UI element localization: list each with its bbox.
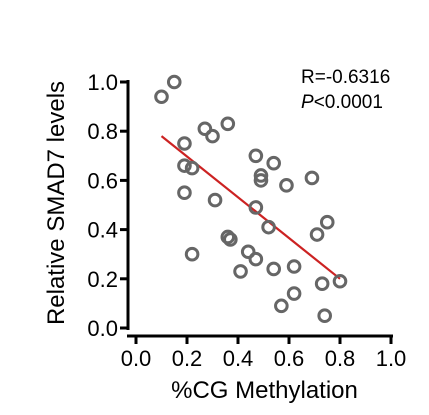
data-point — [177, 158, 192, 173]
data-point — [223, 232, 238, 247]
x-tick-label: 0.0 — [121, 346, 152, 371]
y-tick-label: 0.2 — [87, 267, 118, 292]
data-point — [177, 136, 192, 151]
p-value-annotation: P<0.0001 — [301, 92, 383, 113]
data-point — [253, 168, 269, 183]
p-value-symbol: P — [301, 92, 314, 113]
y-ticks: 0.0 0.2 0.4 0.6 0.8 1.0 — [87, 70, 128, 341]
data-points — [154, 74, 348, 324]
data-point — [274, 298, 289, 314]
y-tick-label: 0.4 — [87, 218, 118, 243]
data-point — [154, 89, 169, 105]
data-point — [266, 261, 282, 277]
axes: 0.0 0.2 0.4 0.6 0.8 1.0 0.0 0.2 0.4 0.6 0.8 1.0 — [87, 70, 406, 371]
data-point — [286, 286, 302, 301]
x-axis-title: %CG Methylation — [171, 377, 358, 404]
data-point — [332, 273, 348, 289]
data-point — [166, 74, 182, 90]
data-point — [184, 246, 200, 262]
data-point — [207, 192, 223, 208]
data-point — [253, 173, 269, 188]
data-point — [248, 200, 264, 215]
data-point — [233, 264, 248, 279]
data-point — [177, 185, 192, 200]
data-point — [317, 308, 333, 324]
data-point — [279, 178, 294, 193]
x-tick-label: 1.0 — [376, 346, 407, 371]
data-point — [240, 244, 256, 260]
data-point — [248, 251, 264, 267]
y-tick-label: 1.0 — [87, 70, 118, 95]
data-point — [266, 155, 282, 171]
data-point — [261, 219, 276, 235]
x-ticks: 0.0 0.2 0.4 0.6 0.8 1.0 — [121, 336, 407, 371]
data-point — [309, 227, 325, 242]
y-tick-label: 0.6 — [87, 168, 118, 193]
data-point — [184, 160, 200, 176]
data-point — [220, 116, 236, 132]
y-tick-label: 0.0 — [87, 316, 118, 341]
y-tick-label: 0.8 — [87, 119, 118, 144]
correlation-annotation: R=-0.6316 — [301, 67, 390, 88]
x-tick-label: 0.6 — [274, 346, 305, 371]
data-point — [319, 214, 335, 230]
x-tick-label: 0.4 — [223, 346, 254, 371]
x-tick-label: 0.2 — [172, 346, 203, 371]
data-point — [205, 128, 220, 144]
data-point — [248, 148, 264, 164]
data-point — [197, 121, 213, 137]
x-tick-label: 0.8 — [325, 346, 356, 371]
y-axis-title: Relative SMAD7 levels — [43, 81, 70, 325]
data-point — [304, 170, 320, 186]
p-value-text: <0.0001 — [314, 92, 383, 113]
data-point — [220, 229, 236, 245]
data-point — [286, 259, 302, 274]
data-point — [314, 276, 330, 292]
